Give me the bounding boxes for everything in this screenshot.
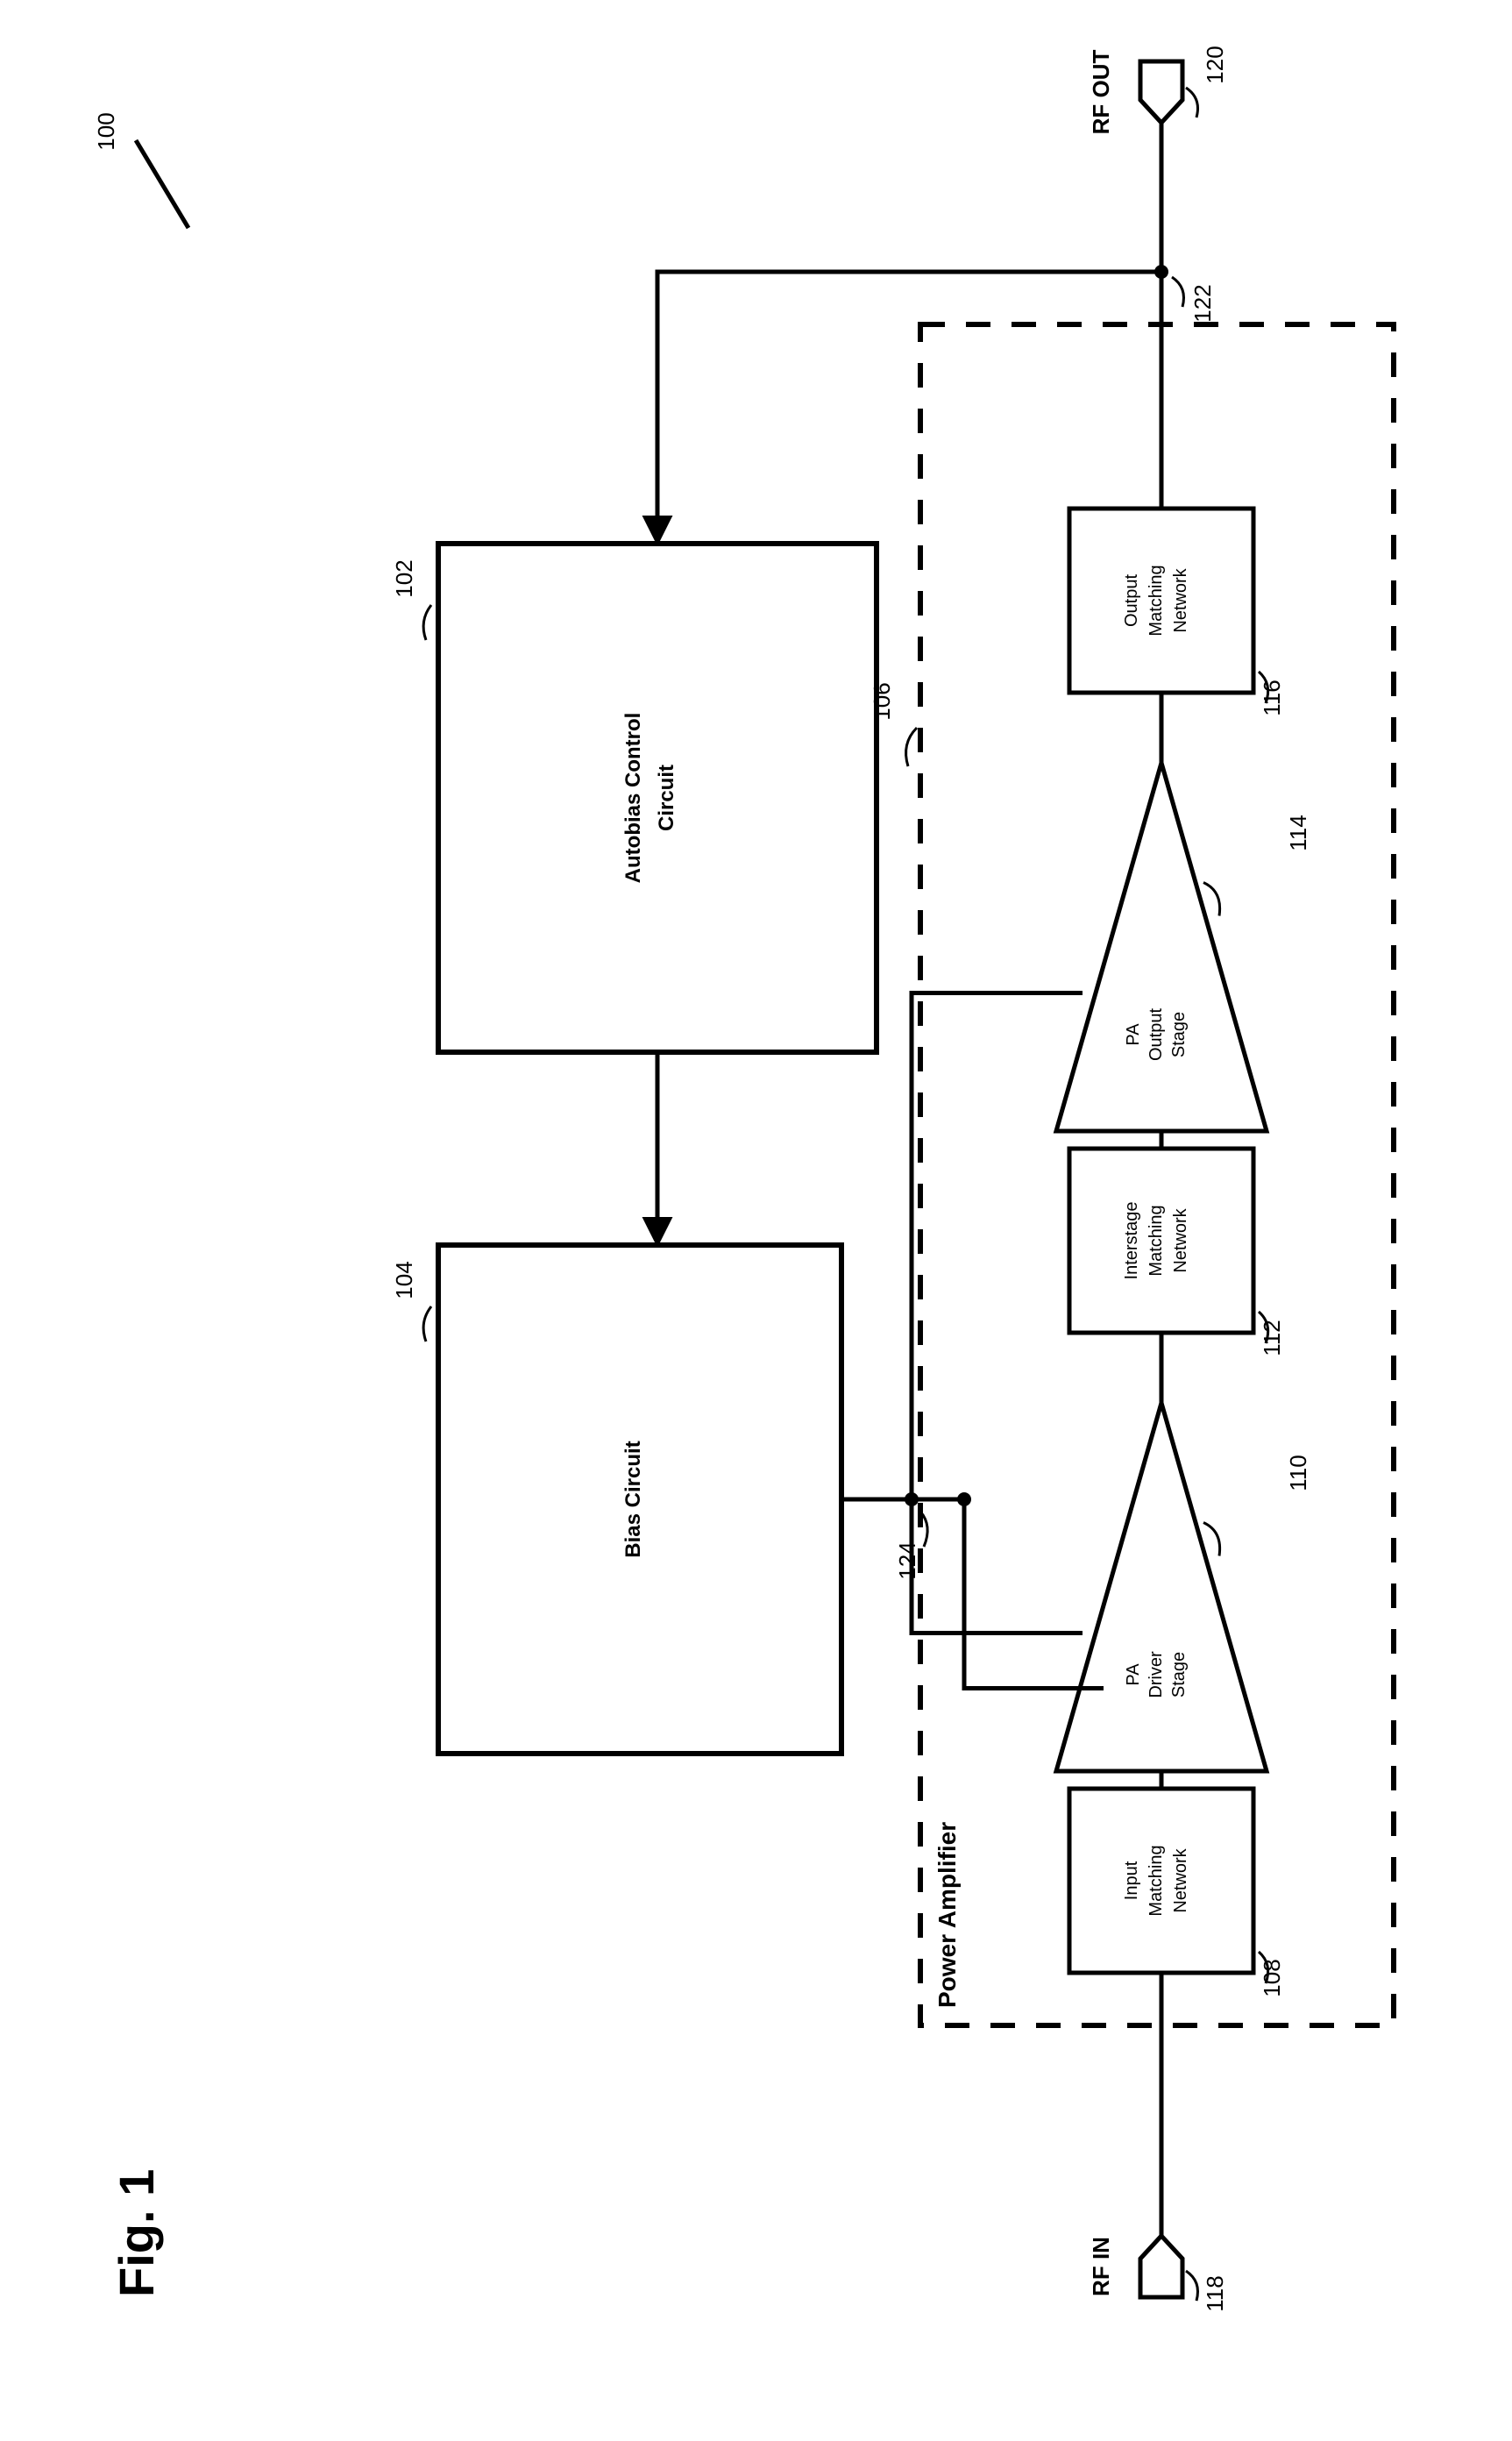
svg-text:Autobias Control: Autobias Control bbox=[621, 713, 645, 884]
svg-text:Network: Network bbox=[1171, 1207, 1190, 1272]
svg-text:Input: Input bbox=[1122, 1861, 1141, 1900]
svg-text:118: 118 bbox=[1202, 2275, 1228, 2311]
svg-text:Stage: Stage bbox=[1169, 1012, 1189, 1057]
svg-text:RF IN: RF IN bbox=[1088, 2237, 1114, 2296]
svg-text:Matching: Matching bbox=[1146, 565, 1166, 636]
svg-text:116: 116 bbox=[1259, 680, 1285, 715]
svg-text:Driver: Driver bbox=[1146, 1651, 1166, 1698]
svg-text:Network: Network bbox=[1171, 567, 1190, 632]
pa-output-stage bbox=[1056, 763, 1267, 1131]
svg-text:Network: Network bbox=[1171, 1847, 1190, 1912]
wire bbox=[964, 1499, 1104, 1689]
rf-in-port bbox=[1140, 2236, 1182, 2297]
svg-text:100: 100 bbox=[93, 112, 119, 150]
svg-text:Output: Output bbox=[1122, 574, 1141, 627]
svg-text:Interstage: Interstage bbox=[1122, 1202, 1141, 1280]
rf-out-port bbox=[1140, 61, 1182, 123]
svg-text:Matching: Matching bbox=[1146, 1845, 1166, 1916]
wire bbox=[912, 993, 1083, 1500]
svg-text:122: 122 bbox=[1189, 284, 1216, 322]
svg-text:RF OUT: RF OUT bbox=[1088, 50, 1114, 135]
svg-text:Fig. 1: Fig. 1 bbox=[109, 2169, 164, 2297]
svg-text:120: 120 bbox=[1202, 46, 1228, 83]
svg-text:Output: Output bbox=[1146, 1008, 1166, 1061]
pa-driver-stage bbox=[1056, 1403, 1267, 1771]
wire bbox=[912, 1499, 1083, 1633]
svg-text:PA: PA bbox=[1124, 1663, 1143, 1686]
svg-text:108: 108 bbox=[1259, 1959, 1285, 1996]
svg-text:106: 106 bbox=[869, 682, 895, 720]
svg-text:112: 112 bbox=[1259, 1320, 1285, 1356]
svg-text:114: 114 bbox=[1285, 815, 1311, 850]
svg-text:Stage: Stage bbox=[1169, 1652, 1189, 1697]
svg-text:Power Amplifier: Power Amplifier bbox=[933, 1822, 961, 2008]
svg-text:102: 102 bbox=[391, 559, 417, 597]
svg-text:124: 124 bbox=[894, 1541, 920, 1579]
svg-text:Matching: Matching bbox=[1146, 1205, 1166, 1276]
svg-text:PA: PA bbox=[1124, 1023, 1143, 1046]
svg-text:110: 110 bbox=[1285, 1455, 1311, 1491]
svg-text:104: 104 bbox=[391, 1261, 417, 1299]
svg-text:Bias Circuit: Bias Circuit bbox=[621, 1441, 645, 1557]
svg-text:Circuit: Circuit bbox=[655, 765, 678, 831]
wire bbox=[657, 272, 1161, 544]
